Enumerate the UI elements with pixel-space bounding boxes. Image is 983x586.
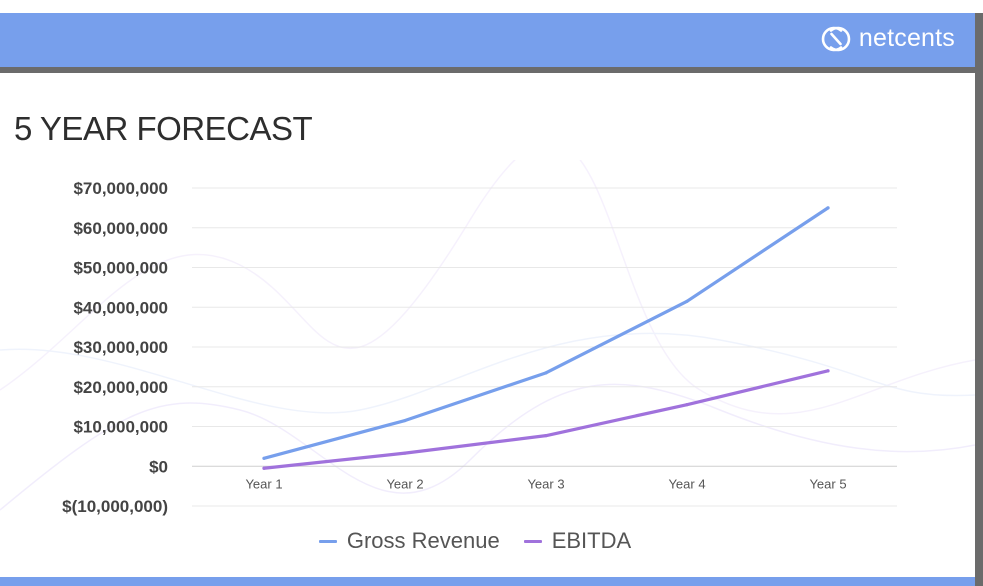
legend-swatch-gross-revenue [318, 539, 337, 543]
x-tick-label: Year 4 [668, 476, 705, 491]
footer-bar [0, 577, 975, 586]
wave-2 [0, 160, 975, 415]
y-tick-label: $40,000,000 [73, 298, 168, 317]
y-tick-label: $60,000,000 [73, 219, 168, 238]
forecast-chart: $70,000,000 $60,000,000 $50,000,000 $40,000… [0, 160, 975, 516]
top-strip [0, 0, 983, 13]
legend-label-ebitda: EBITDA [551, 528, 632, 553]
netcents-logo[interactable]: netcents [821, 24, 955, 53]
x-tick-label: Year 5 [809, 476, 846, 491]
series-lines [262, 206, 830, 470]
data-point-ebitda[interactable] [544, 434, 548, 438]
data-point-gross-revenue[interactable] [262, 456, 266, 460]
header-divider [0, 67, 975, 73]
chart-grid [192, 187, 897, 507]
page-title: 5 YEAR FORECAST [14, 110, 313, 147]
legend-item-gross-revenue[interactable]: Gross Revenue [318, 528, 500, 554]
data-point-ebitda[interactable] [403, 451, 407, 455]
x-tick-label: Year 1 [245, 476, 282, 491]
y-tick-label: $30,000,000 [73, 338, 168, 357]
data-point-gross-revenue[interactable] [826, 206, 830, 210]
wave-1 [0, 383, 975, 511]
y-tick-label: $70,000,000 [73, 179, 168, 198]
x-tick-label: Year 2 [386, 476, 423, 491]
y-tick-label: $(10,000,000) [62, 497, 168, 516]
chart-legend: Gross Revenue EBITDA [0, 528, 950, 554]
y-tick-label: $20,000,000 [73, 378, 168, 397]
data-point-gross-revenue[interactable] [403, 418, 407, 423]
legend-item-ebitda[interactable]: EBITDA [523, 528, 632, 554]
data-point-gross-revenue[interactable] [685, 299, 689, 303]
data-point-ebitda[interactable] [262, 466, 266, 470]
wave-3 [0, 332, 975, 414]
y-tick-label: $0 [149, 457, 168, 476]
x-axis: Year 1 Year 2 Year 3 Year 4 Year 5 [245, 476, 846, 491]
data-point-ebitda[interactable] [685, 403, 689, 407]
background-waves [0, 160, 975, 511]
legend-swatch-ebitda [523, 539, 542, 543]
right-border [975, 13, 983, 586]
x-tick-label: Year 3 [527, 476, 564, 491]
netcents-logo-icon [821, 26, 851, 51]
header-bar [0, 13, 975, 67]
data-point-gross-revenue[interactable] [544, 371, 548, 375]
y-axis: $70,000,000 $60,000,000 $50,000,000 $40,000… [62, 179, 168, 516]
logo-text: netcents [858, 24, 955, 52]
y-tick-label: $50,000,000 [73, 259, 168, 278]
data-point-ebitda[interactable] [826, 369, 830, 373]
legend-label-gross-revenue: Gross Revenue [346, 528, 500, 553]
series-line-gross-revenue[interactable] [262, 206, 830, 460]
y-tick-label: $10,000,000 [73, 418, 168, 437]
